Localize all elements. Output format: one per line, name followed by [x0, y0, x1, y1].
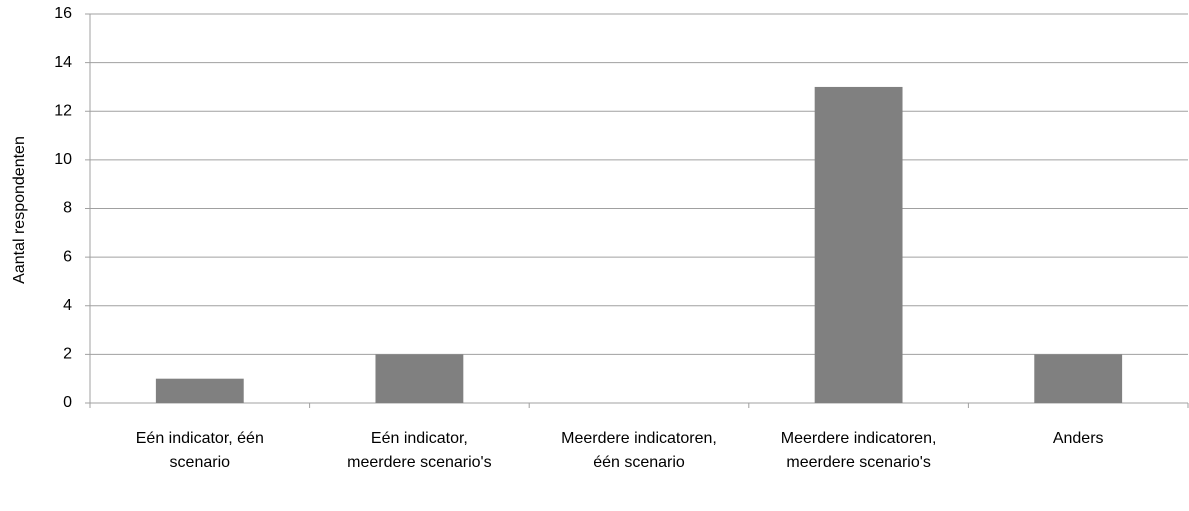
y-tick-label: 4: [63, 297, 72, 314]
x-tick-label: Anders: [1052, 430, 1104, 447]
y-tick-label: 6: [63, 248, 72, 265]
x-tick-label: Meerdere indicatoren, één scenario: [561, 430, 717, 471]
y-tick-label: 0: [63, 394, 72, 411]
x-tick-label: Eén indicator, één scenario: [135, 430, 264, 471]
y-tick-label: 16: [54, 5, 72, 22]
x-tick-label: Eén indicator, meerdere scenario's: [347, 430, 492, 471]
x-tick-label: Meerdere indicatoren, meerdere scenario'…: [780, 430, 937, 471]
y-tick-label: 10: [54, 151, 72, 168]
y-tick-label: 8: [63, 200, 72, 217]
bar: [1034, 354, 1123, 403]
y-tick-label: 14: [54, 54, 72, 71]
y-tick-label: 12: [54, 102, 72, 119]
bar: [155, 378, 244, 403]
y-axis-label: Aantal respondenten: [11, 136, 28, 284]
y-tick-label: 2: [63, 346, 72, 363]
bar: [375, 354, 464, 403]
bar: [814, 86, 903, 403]
